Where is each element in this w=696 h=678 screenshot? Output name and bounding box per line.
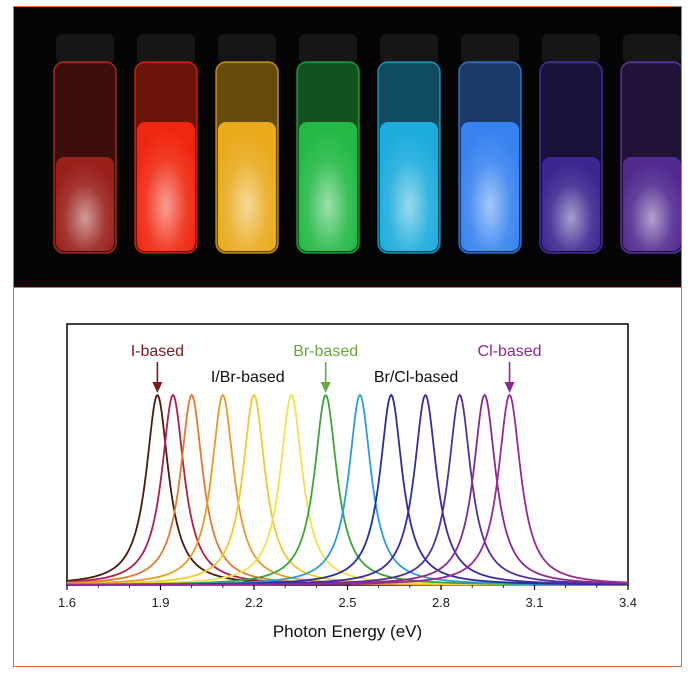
vial-glow [137,122,195,251]
vial-cap [461,34,519,64]
vial-glow [623,157,681,251]
vial [539,34,603,254]
x-ticks: 1.6 1.9 2.2 2.5 2.8 3.1 3.4 [58,585,637,610]
x-tick-label: 3.1 [525,595,543,610]
vial-cap [623,34,681,64]
vial [53,34,117,254]
x-tick-label: 3.4 [619,595,637,610]
vial [377,34,441,254]
annotation-arrow-head [152,382,163,393]
annotations: I-based I/Br-based Br-based Br/Cl-based Cl-b… [131,343,542,393]
vial-glow [380,122,438,251]
vial [215,34,279,254]
x-tick-label: 1.9 [151,595,169,610]
vial-cap [299,34,357,64]
plot-frame [66,323,629,586]
figure-frame: I-based I/Br-based Br-based Br/Cl-based Cl-b… [13,6,682,667]
vial-glow [218,122,276,251]
x-tick-label: 1.6 [58,595,76,610]
x-tick-label: 2.8 [432,595,450,610]
vial-glow [542,157,600,251]
x-tick-label: 2.2 [245,595,263,610]
x-tick-label: 2.5 [338,595,356,610]
vial-cap [218,34,276,64]
annotation-arrow-head [320,382,331,393]
vial [620,34,681,254]
vial [134,34,198,254]
spectrum-line [67,393,629,586]
divider-line [14,287,681,288]
vial-cap [137,34,195,64]
annotation-label: Cl-based [478,343,542,360]
vial-glow [299,122,357,251]
vial-cap [380,34,438,64]
spectra-curves [66,393,629,586]
annotation-label: Br/Cl-based [374,369,458,386]
vials-group [53,34,681,254]
emission-spectra-chart: I-based I/Br-based Br-based Br/Cl-based Cl-b… [58,323,637,641]
spectrum-line [66,394,628,586]
annotation-label: Br-based [293,343,358,360]
vial [296,34,360,254]
annotation-label: I/Br-based [211,369,285,386]
vial-photo [14,7,681,287]
plot-area: I-based I/Br-based Br-based Br/Cl-based Cl-b… [58,323,637,610]
annotation-arrow-head [504,382,515,393]
x-axis-title: Photon Energy (eV) [273,622,422,641]
vial-cap [56,34,114,64]
vial [458,34,522,254]
annotation-label: I-based [131,343,184,360]
vial-glow [461,122,519,251]
vial-glow [56,157,114,251]
vial-cap [542,34,600,64]
